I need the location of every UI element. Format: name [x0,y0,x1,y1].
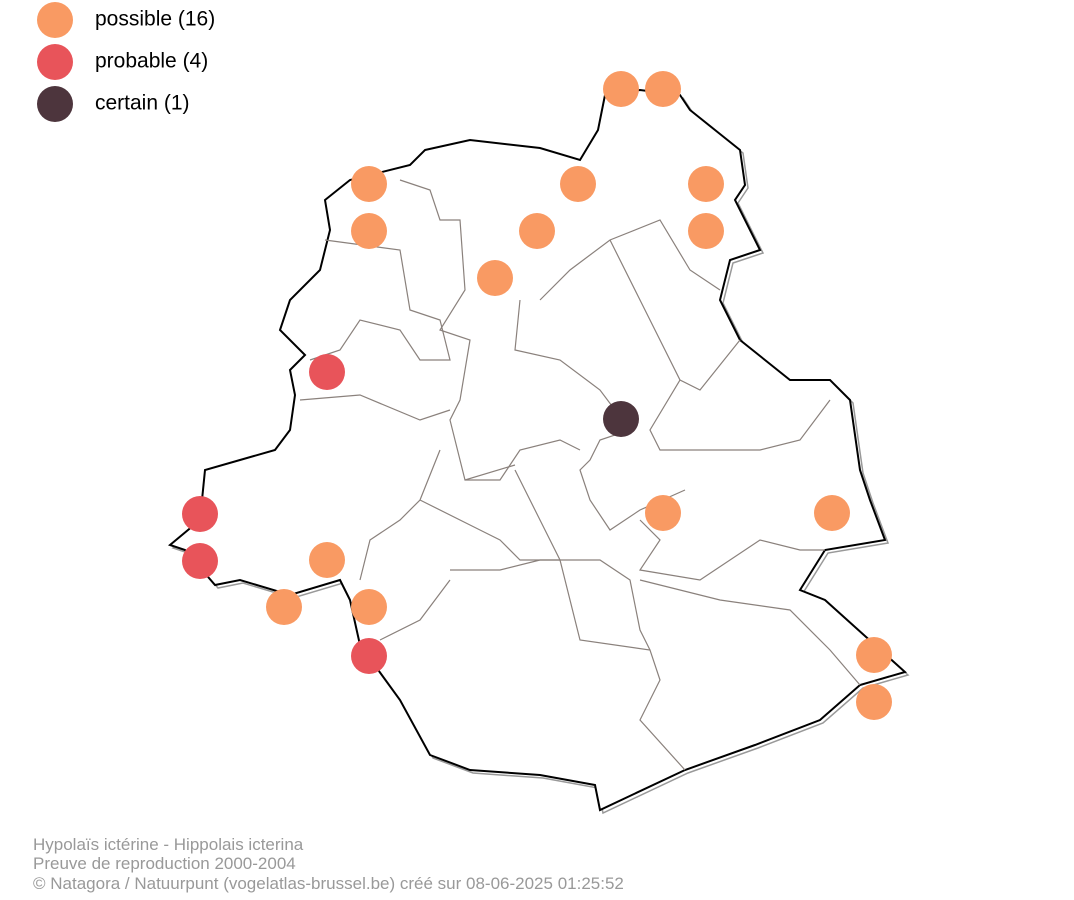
footer-subtitle: Preuve de reproduction 2000-2004 [33,854,296,873]
footer-title: Hypolaïs ictérine - Hippolais icterina [33,835,304,854]
legend-label: possible (16) [95,8,215,31]
region-outline [167,88,910,815]
commune-borders [299,179,861,771]
legend-swatch [37,44,73,80]
legend-swatch [37,86,73,122]
legend-swatch [37,2,73,38]
legend-label: probable (4) [95,50,208,73]
legend-label: certain (1) [95,92,190,115]
legend: possible (16) probable (4) certain (1) [37,2,215,122]
footer-credit: © Natagora / Natuurpunt (vogelatlas-brus… [33,874,624,893]
observations [182,71,892,720]
